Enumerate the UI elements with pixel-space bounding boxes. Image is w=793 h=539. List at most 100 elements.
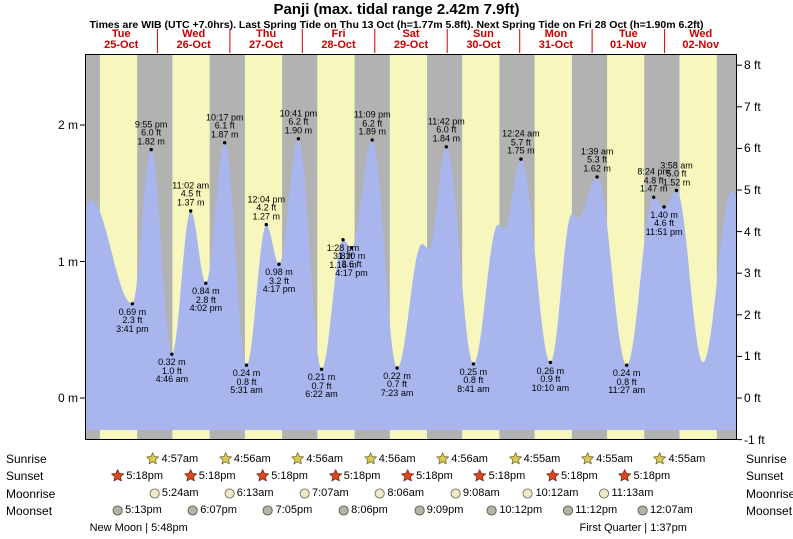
moonrise-item: 11:13am bbox=[598, 487, 653, 499]
moonrise-item: 9:08am bbox=[450, 487, 500, 499]
day-name: Mon bbox=[544, 28, 568, 40]
day-name: Fri bbox=[331, 28, 346, 40]
tide-label-line: 4.6 ft bbox=[654, 218, 675, 229]
right-axis-tick-label: 7 ft bbox=[744, 99, 761, 114]
astro-row-label-right-moonset: Moonset bbox=[746, 504, 793, 518]
tide-extreme-dot bbox=[204, 281, 208, 285]
tide-label-line: 11:09 pm bbox=[353, 109, 391, 120]
tide-label-line: 10:10 am bbox=[531, 382, 570, 393]
moonset-moon-icon bbox=[637, 504, 648, 516]
tide-label-line: 0.7 ft bbox=[387, 379, 408, 390]
tide-extreme-dot bbox=[471, 362, 476, 366]
day-date: 28-Oct bbox=[321, 39, 356, 51]
tide-extreme-dot bbox=[170, 352, 174, 356]
moonset-item: 9:09pm bbox=[414, 504, 463, 516]
day-label: Sun 30-Oct bbox=[466, 29, 500, 51]
moon-phase-label: New Moon | 5:48pm bbox=[89, 522, 188, 534]
astro-row-label-left-sunset: Sunset bbox=[6, 469, 44, 483]
tide-extreme-dot bbox=[349, 246, 354, 250]
tide-label-line: 12:24 am bbox=[502, 128, 540, 139]
tide-label-line: 5.0 ft bbox=[666, 168, 687, 179]
tide-extreme-label: 1.10 m 3.6 ft 4:17 pm bbox=[335, 252, 368, 278]
moonset-time: 7:05pm bbox=[275, 504, 313, 516]
tide-label-line: 1.40 m bbox=[650, 209, 678, 220]
sunset-item: 5:18pm bbox=[546, 469, 598, 482]
tide-label-line: 1.87 m bbox=[210, 129, 239, 140]
moonrise-time: 6:13am bbox=[236, 487, 274, 499]
chart-subtitle: Times are WIB (UTC +7.0hrs). Last Spring… bbox=[89, 19, 704, 31]
tide-label-line: 3.2 ft bbox=[269, 275, 290, 286]
sunrise-item: 4:56am bbox=[436, 452, 488, 465]
tide-extreme-dot bbox=[341, 238, 345, 242]
moonset-time: 10:12pm bbox=[499, 504, 543, 516]
tide-label-line: 4:46 am bbox=[155, 374, 189, 385]
tide-label-line: 3.8 ft bbox=[332, 251, 353, 262]
moonrise-time: 10:12am bbox=[535, 487, 579, 499]
tide-label-line: 6.0 ft bbox=[436, 124, 457, 135]
tide-extreme-label: 0.22 m 0.7 ft 7:23 am bbox=[381, 372, 414, 398]
right-axis-tick-label: 8 ft bbox=[744, 58, 761, 73]
astro-row-label-right-moonrise: Moonrise bbox=[746, 487, 793, 501]
tide-label-line: 0.69 m bbox=[118, 306, 147, 317]
sunrise-item: 4:55am bbox=[653, 452, 705, 465]
sunset-star-icon bbox=[183, 469, 197, 482]
tide-label-line: 0.7 ft bbox=[311, 380, 332, 391]
tide-label-line: 0.8 ft bbox=[616, 376, 637, 387]
sunrise-time: 4:55am bbox=[523, 452, 561, 465]
tide-extreme-dot bbox=[444, 145, 448, 149]
tide-label-line: 1:39 am bbox=[580, 146, 614, 157]
moonrise-moon-icon bbox=[299, 487, 310, 499]
tide-extreme-dot bbox=[189, 209, 193, 213]
sunrise-time: 4:56am bbox=[233, 452, 271, 465]
sunrise-star-icon bbox=[653, 452, 667, 465]
moonset-item: 11:12pm bbox=[562, 504, 617, 516]
moonrise-moon-icon bbox=[374, 487, 385, 499]
astro-row-label-left-moonset: Moonset bbox=[6, 504, 53, 518]
moonset-time: 5:13pm bbox=[125, 504, 162, 516]
page-title: Panji (max. tidal range 2.42m 7.9ft) bbox=[273, 1, 520, 18]
sunrise-item: 4:56am bbox=[291, 452, 343, 465]
tide-extreme-dot bbox=[149, 147, 153, 152]
astro-row-label-right-sunset: Sunset bbox=[746, 469, 784, 483]
sunset-time: 5:18pm bbox=[561, 469, 598, 482]
tide-label-line: 2.8 ft bbox=[195, 294, 216, 305]
astro-row-label-left-moonrise: Moonrise bbox=[6, 487, 56, 501]
tide-extreme-label: 0.26 m 0.9 ft 10:10 am bbox=[531, 366, 570, 393]
day-label: Mon 31-Oct bbox=[539, 29, 573, 51]
tide-label-line: 0.24 m bbox=[612, 368, 641, 379]
day-label: Fri 28-Oct bbox=[321, 29, 355, 51]
tide-label-line: 1.62 m bbox=[583, 163, 611, 174]
day-label: Tue 01-Nov bbox=[610, 29, 647, 51]
sunset-time: 5:18pm bbox=[198, 469, 236, 482]
tide-label-line: 0.8 ft bbox=[463, 375, 484, 386]
tide-label-line: 12:04 pm bbox=[247, 194, 286, 205]
tide-label-line: 3.6 ft bbox=[341, 259, 362, 270]
sunset-item: 5:18pm bbox=[473, 469, 525, 482]
tide-label-line: 4:17 pm bbox=[335, 267, 368, 278]
tide-extreme-label: 1:28 pm 3.8 ft 1.16 m bbox=[327, 243, 360, 270]
right-axis-tick-label: 1 ft bbox=[744, 349, 761, 364]
sunset-star-icon bbox=[473, 469, 487, 482]
tide-label-line: 1.89 m bbox=[358, 126, 386, 137]
tide-label-line: 0.22 m bbox=[383, 370, 411, 381]
moonrise-item: 6:13am bbox=[224, 487, 274, 499]
right-axis-tick-label: 3 ft bbox=[744, 266, 761, 281]
day-name: Tue bbox=[111, 28, 131, 40]
tide-label-line: 7:23 am bbox=[380, 387, 414, 398]
moonset-moon-icon bbox=[187, 504, 198, 516]
right-axis-tick-label: 4 ft bbox=[744, 224, 761, 239]
tide-extreme-dot bbox=[652, 195, 656, 199]
tide-extreme-label: 0.25 m 0.8 ft 8:41 am bbox=[457, 368, 490, 394]
right-axis-tick-label: 6 ft bbox=[744, 141, 761, 156]
sunrise-star-icon bbox=[146, 452, 160, 465]
day-name: Wed bbox=[182, 28, 206, 40]
sunrise-item: 4:56am bbox=[363, 452, 416, 465]
sunset-star-icon bbox=[546, 469, 559, 482]
tide-label-line: 0.32 m bbox=[158, 357, 186, 368]
tide-label-line: 0.9 ft bbox=[540, 374, 561, 384]
sunrise-star-icon bbox=[363, 452, 377, 465]
tide-label-line: 5.7 ft bbox=[510, 137, 531, 148]
tide-label-line: 6:22 am bbox=[305, 389, 338, 400]
sunrise-star-icon bbox=[219, 452, 232, 465]
